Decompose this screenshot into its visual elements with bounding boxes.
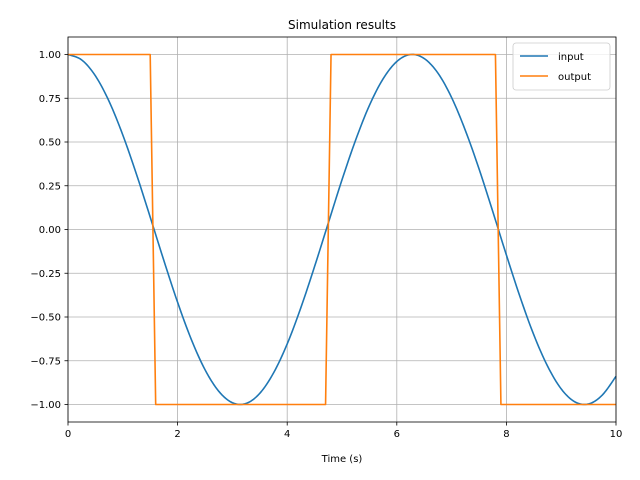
- series-line-input: [67, 53, 617, 406]
- x-tick-label: 4: [284, 429, 290, 440]
- series-line-output: [68, 53, 616, 406]
- y-tick-label: 0.25: [39, 181, 61, 192]
- x-tick-label: 0: [65, 429, 71, 440]
- x-axis-label: Time (s): [321, 454, 363, 465]
- y-tick-label: 0.50: [39, 138, 61, 149]
- y-axis: −1.00 −0.75 −0.50 −0.25 0.00 0.25 0.50 0.75 1.00: [30, 50, 68, 411]
- y-tick-label: −1.00: [30, 400, 61, 411]
- x-tick-label: 8: [503, 429, 509, 440]
- legend-label-input: input: [558, 52, 584, 63]
- y-tick-label: −0.75: [30, 356, 61, 367]
- y-tick-label: 1.00: [39, 50, 61, 61]
- y-tick-label: −0.50: [30, 313, 61, 324]
- y-tick-label: 0.00: [39, 225, 61, 236]
- y-tick-label: 0.75: [39, 94, 61, 105]
- x-tick-label: 2: [174, 429, 180, 440]
- legend: input output: [512, 42, 611, 91]
- chart-title: Simulation results: [288, 18, 396, 32]
- y-tick-label: −0.25: [30, 269, 61, 280]
- x-axis: 0 2 4 6 8 10: [65, 422, 623, 440]
- legend-box: [512, 42, 611, 91]
- x-tick-label: 10: [610, 429, 623, 440]
- x-tick-label: 6: [394, 429, 400, 440]
- series-lines: [67, 53, 617, 406]
- legend-label-output: output: [558, 72, 591, 83]
